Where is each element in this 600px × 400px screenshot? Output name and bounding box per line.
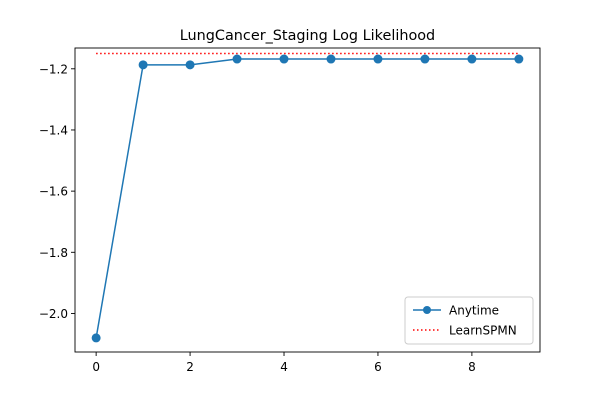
x-axis: 0 2 4 6 8 <box>92 352 476 374</box>
legend: Anytime LearnSPMN <box>404 296 534 345</box>
data-point-anytime <box>232 54 242 64</box>
y-tick-label: −1.8 <box>39 246 68 260</box>
data-point-anytime <box>185 60 195 70</box>
y-tick-label: −1.6 <box>39 185 68 199</box>
y-tick-label: −1.4 <box>39 123 68 137</box>
y-axis: −2.0 −1.8 −1.6 −1.4 −1.2 <box>39 62 75 321</box>
legend-label-learnspmn: LearnSPMN <box>449 324 517 338</box>
plot-frame <box>74 47 541 353</box>
series-layer <box>91 52 524 343</box>
x-tick-label: 8 <box>468 360 476 374</box>
data-point-anytime <box>138 60 148 70</box>
data-point-anytime <box>279 54 289 64</box>
plot-area <box>74 47 541 353</box>
x-tick-label: 4 <box>280 360 288 374</box>
data-point-anytime <box>91 333 101 343</box>
data-point-anytime <box>326 54 336 64</box>
legend-marker-anytime <box>423 306 431 314</box>
x-tick-label: 2 <box>186 360 194 374</box>
legend-box <box>404 296 534 345</box>
data-point-anytime <box>420 54 430 64</box>
data-point-anytime <box>514 54 524 64</box>
x-tick-label: 0 <box>92 360 100 374</box>
x-tick-label: 6 <box>374 360 382 374</box>
data-point-anytime <box>373 54 383 64</box>
data-point-anytime <box>467 54 477 64</box>
chart-title: LungCancer_Staging Log Likelihood <box>180 28 435 44</box>
series-line-anytime <box>95 58 519 339</box>
y-tick-label: −2.0 <box>39 307 68 321</box>
legend-label-anytime: Anytime <box>449 304 499 318</box>
y-tick-label: −1.2 <box>39 62 68 76</box>
